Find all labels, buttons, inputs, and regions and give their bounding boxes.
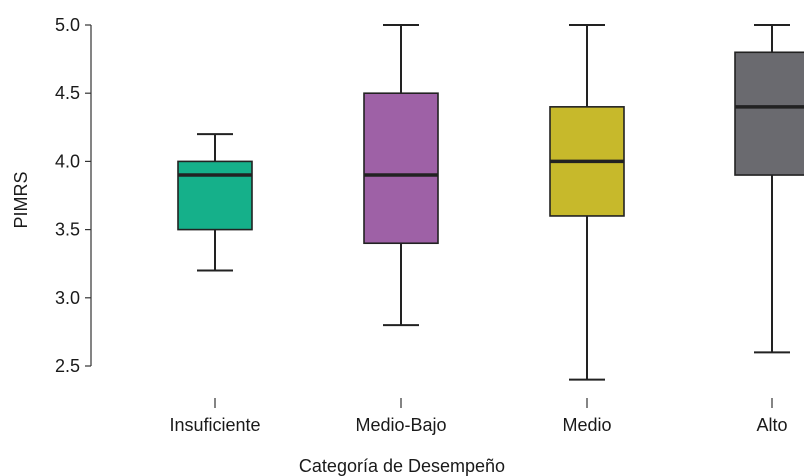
box-medio bbox=[549, 24, 625, 381]
box-body bbox=[363, 92, 439, 245]
x-axis: Insuficiente Medio-Bajo Medio Alto bbox=[169, 398, 788, 435]
y-axis: 2.5 3.0 3.5 4.0 4.5 5.0 bbox=[55, 15, 92, 376]
box-body bbox=[177, 160, 253, 231]
y-tick-label: 4.5 bbox=[55, 83, 80, 103]
y-tick-label: 4.0 bbox=[55, 151, 80, 171]
y-tick-label: 5.0 bbox=[55, 15, 80, 35]
boxes bbox=[177, 24, 804, 381]
box-medio-bajo bbox=[363, 24, 439, 327]
x-tick-label: Insuficiente bbox=[169, 415, 260, 435]
x-tick-label: Alto bbox=[756, 415, 787, 435]
y-tick-label: 3.5 bbox=[55, 220, 80, 240]
box-alto bbox=[734, 24, 804, 354]
x-tick-label: Medio-Bajo bbox=[355, 415, 446, 435]
x-tick-label: Medio bbox=[562, 415, 611, 435]
x-axis-title: Categoría de Desempeño bbox=[299, 456, 505, 476]
y-tick-label: 2.5 bbox=[55, 356, 80, 376]
box-insuficiente bbox=[177, 133, 253, 272]
y-axis-title: PIMRS bbox=[11, 171, 31, 228]
y-tick-label: 3.0 bbox=[55, 288, 80, 308]
box-body bbox=[734, 51, 804, 176]
